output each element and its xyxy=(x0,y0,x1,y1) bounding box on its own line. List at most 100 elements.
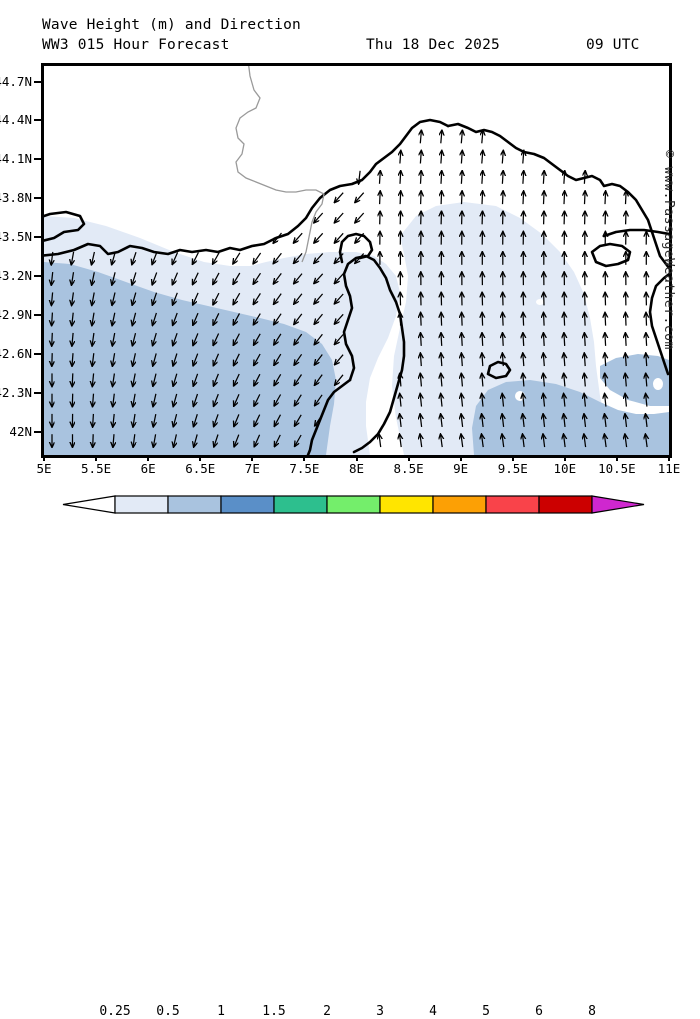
colorbar-over-arrow xyxy=(592,496,644,513)
colorbar-swatch xyxy=(274,496,327,513)
wave-direction-arrow xyxy=(441,333,442,346)
page-title: Wave Height (m) and Direction xyxy=(42,17,301,33)
colorbar-tick-label: 4 xyxy=(403,1004,463,1019)
x-axis-label: 9E xyxy=(431,461,491,476)
wave-direction-arrow xyxy=(441,313,442,326)
weather-map-page: Wave Height (m) and Direction WW3 015 Ho… xyxy=(0,0,700,525)
forecast-utc-time: 09 UTC xyxy=(586,37,640,53)
x-axis-label: 6E xyxy=(118,461,178,476)
colorbar-swatch xyxy=(327,496,380,513)
wave-direction-arrow xyxy=(462,333,463,346)
wave-direction-arrow xyxy=(544,313,545,326)
wave-direction-arrow xyxy=(503,333,504,346)
y-axis-label: 43.8N xyxy=(0,190,32,205)
x-axis-label: 10E xyxy=(535,461,595,476)
wave-direction-arrow xyxy=(502,171,503,184)
colorbar-tick-label: 0.25 xyxy=(85,1004,145,1019)
wave-direction-arrow xyxy=(93,414,94,427)
y-axis-label: 42.3N xyxy=(0,385,32,400)
map-frame xyxy=(41,63,672,458)
colorbar-swatch xyxy=(380,496,433,513)
colorbar-tick-label: 6 xyxy=(509,1004,569,1019)
wave-direction-arrow xyxy=(544,191,545,204)
x-axis-label: 7.5E xyxy=(274,461,334,476)
wave-direction-arrow xyxy=(482,191,483,204)
y-axis-tick xyxy=(34,81,41,83)
wave-direction-arrow xyxy=(400,191,401,204)
x-axis-label: 5.5E xyxy=(66,461,126,476)
wave-direction-arrow xyxy=(380,191,381,204)
wave-direction-arrow xyxy=(584,333,585,346)
wave-direction-arrow xyxy=(421,313,422,326)
x-axis-label: 11E xyxy=(639,461,699,476)
y-axis-label: 43.2N xyxy=(0,268,32,283)
forecast-subtitle: WW3 015 Hour Forecast xyxy=(42,37,230,53)
wave-direction-arrow xyxy=(462,313,463,326)
wave-direction-arrow xyxy=(482,313,483,326)
colorbar-swatch xyxy=(115,496,168,513)
wave-direction-arrow xyxy=(584,171,585,184)
colorbar-tick-label: 2 xyxy=(297,1004,357,1019)
wave-direction-arrow xyxy=(626,313,627,326)
colorbar-tick-label: 1 xyxy=(191,1004,251,1019)
wave-direction-arrow xyxy=(72,373,73,386)
watermark-passageweather: © www.PassageWeather.com xyxy=(661,150,676,350)
wave-direction-arrow xyxy=(564,313,565,326)
wave-direction-arrow xyxy=(564,333,565,346)
y-axis-label: 44.1N xyxy=(0,151,32,166)
y-axis-tick xyxy=(34,197,41,199)
wave-direction-arrow xyxy=(605,191,606,204)
wave-direction-arrow xyxy=(646,313,647,326)
y-axis-label: 43.5N xyxy=(0,229,32,244)
wave-direction-arrow xyxy=(400,171,401,184)
wave-direction-arrow xyxy=(564,171,565,184)
x-axis-label: 6.5E xyxy=(170,461,230,476)
colorbar-swatch xyxy=(221,496,274,513)
y-axis-label: 42.9N xyxy=(0,307,32,322)
wave-direction-arrow xyxy=(564,191,565,204)
y-axis-label: 44.4N xyxy=(0,112,32,127)
wave-direction-arrow xyxy=(523,313,524,326)
wave-direction-arrow xyxy=(421,191,422,204)
y-axis-tick xyxy=(34,353,41,355)
wave-direction-arrow xyxy=(52,313,53,326)
wave-direction-arrow xyxy=(462,191,463,204)
wave-direction-arrow xyxy=(441,171,442,184)
x-axis-label: 8.5E xyxy=(379,461,439,476)
wave-direction-arrow xyxy=(646,333,647,346)
y-axis-tick xyxy=(34,236,41,238)
wave-direction-arrow xyxy=(482,171,483,184)
wave-direction-arrow xyxy=(543,171,544,184)
colorbar-swatches xyxy=(0,492,700,525)
y-axis-tick xyxy=(34,314,41,316)
wave-direction-arrow xyxy=(380,171,381,184)
colorbar-tick-label: 0.5 xyxy=(138,1004,198,1019)
y-axis-tick xyxy=(34,119,41,121)
wave-direction-arrow xyxy=(461,171,462,184)
wave-direction-arrow xyxy=(585,313,586,326)
colorbar-tick-label: 5 xyxy=(456,1004,516,1019)
x-axis-label: 9.5E xyxy=(483,461,543,476)
wave-direction-arrow xyxy=(543,333,544,346)
wave-direction-arrow xyxy=(585,191,586,204)
wave-direction-arrow xyxy=(503,313,504,326)
wave-direction-arrow xyxy=(523,333,524,346)
wave-direction-arrow xyxy=(421,171,422,184)
wave-direction-arrow xyxy=(523,171,524,184)
x-axis-label: 10.5E xyxy=(587,461,647,476)
y-axis-tick xyxy=(34,431,41,433)
colorbar-swatch xyxy=(539,496,592,513)
wave-direction-arrow xyxy=(605,333,606,346)
x-axis-label: 5E xyxy=(14,461,74,476)
y-axis-tick xyxy=(34,275,41,277)
y-axis-tick xyxy=(34,158,41,160)
forecast-date: Thu 18 Dec 2025 xyxy=(366,37,500,53)
y-axis-tick xyxy=(34,392,41,394)
wave-direction-arrow xyxy=(52,333,53,346)
wave-height-map xyxy=(44,66,669,455)
wave-direction-arrow xyxy=(482,333,483,346)
colorbar-tick-label: 1.5 xyxy=(244,1004,304,1019)
wave-direction-arrow xyxy=(400,313,401,326)
wave-direction-arrow xyxy=(421,333,422,346)
